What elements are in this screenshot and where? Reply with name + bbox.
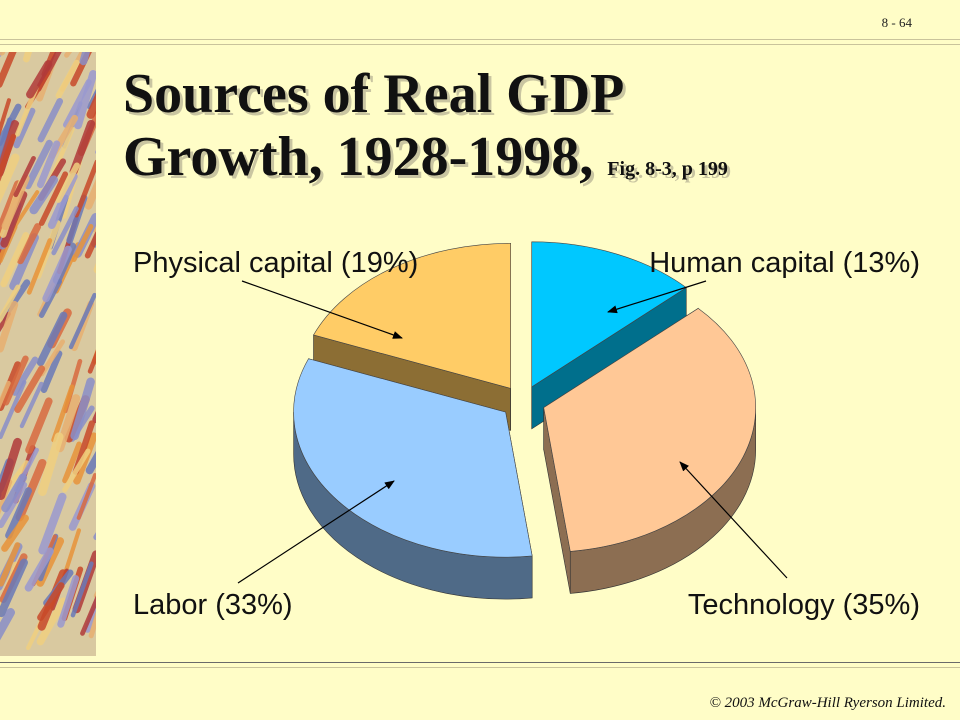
leader-arrow-4	[241, 280, 403, 339]
top-rule	[0, 39, 960, 40]
bottom-rule	[0, 662, 960, 663]
slice-label-1: Human capital (13%)	[649, 247, 920, 279]
leader-arrow-1	[607, 280, 707, 314]
title-line-2: Growth, 1928-1998,	[123, 126, 594, 188]
decorative-brush-strokes	[0, 52, 96, 656]
slice-label-3: Labor (33%)	[133, 589, 293, 621]
slice-label-4: Physical capital (19%)	[133, 247, 418, 279]
page-number: 8 - 64	[881, 15, 912, 30]
title-line-1: Sources of Real GDP	[123, 63, 625, 125]
figure-reference: Fig. 8-3, p 199	[607, 158, 728, 180]
leader-arrow-2	[679, 461, 788, 579]
bottom-rule-2	[0, 667, 960, 668]
slide-title: Sources of Real GDP Growth, 1928-1998, F…	[123, 63, 728, 189]
top-rule-2	[0, 44, 960, 45]
pie-slice-2	[543, 307, 756, 594]
copyright-footer: © 2003 McGraw-Hill Ryerson Limited.	[709, 695, 946, 711]
slice-label-2: Technology (35%)	[688, 589, 920, 621]
leader-arrow-3	[237, 480, 395, 584]
